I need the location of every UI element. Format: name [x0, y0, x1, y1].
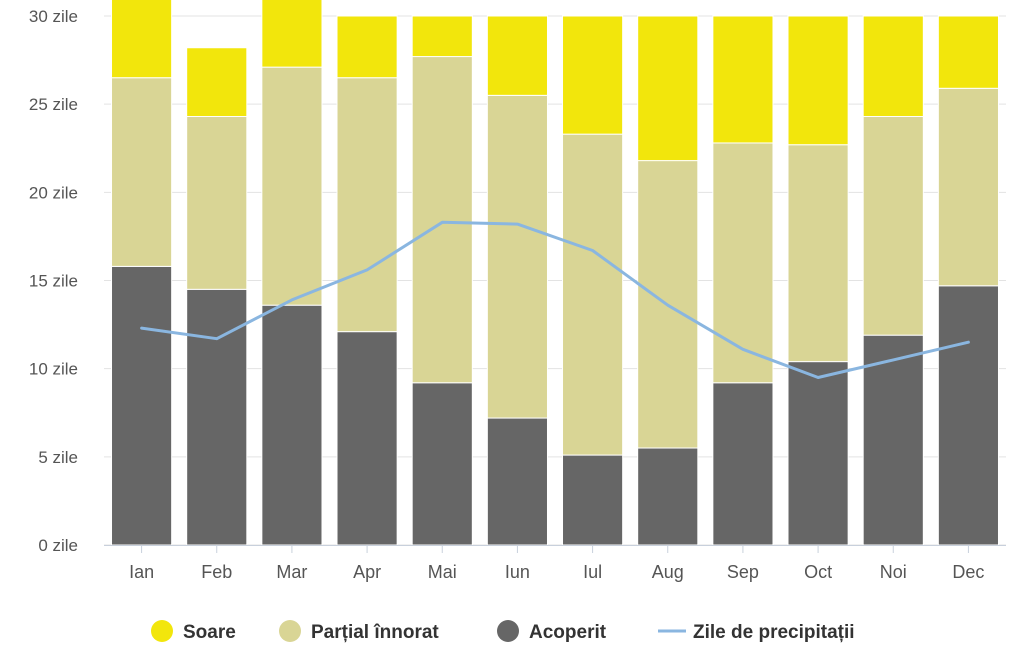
bar-segment-soare[interactable]	[486, 15, 548, 96]
bar-segment-soare[interactable]	[562, 15, 624, 135]
bar-segment-acoperit[interactable]	[712, 382, 774, 546]
y-tick-label: 15 zile	[29, 272, 78, 291]
x-tick-label: Sep	[727, 562, 759, 582]
legend-label: Zile de precipitații	[693, 622, 855, 643]
bar-segment-acoperit[interactable]	[336, 331, 398, 546]
bar-segment-soare[interactable]	[937, 15, 999, 89]
legend-label: Acoperit	[529, 622, 607, 643]
x-tick-label: Mar	[276, 562, 307, 582]
y-tick-label: 5 zile	[38, 448, 78, 467]
legend-item-partial-innorat[interactable]: Parțial înnorat	[279, 620, 439, 643]
bar-segment-soare[interactable]	[787, 15, 849, 146]
bar-segment-soare[interactable]	[261, 0, 323, 68]
bar-segment-partial-innorat[interactable]	[186, 116, 248, 290]
bar-segment-partial-innorat[interactable]	[111, 77, 173, 267]
y-tick-label: 0 zile	[38, 536, 78, 555]
precipitation-series-line[interactable]	[140, 220, 970, 379]
y-tick-label: 30 zile	[29, 7, 78, 26]
y-tick-label: 25 zile	[29, 95, 78, 114]
bar-segment-acoperit[interactable]	[787, 361, 849, 546]
legend[interactable]: Soare Parțial înnorat Acoperit Zile de prec…	[151, 620, 855, 643]
bar-segment-soare[interactable]	[637, 15, 699, 162]
x-tick-label: Apr	[353, 562, 381, 582]
bar-segment-partial-innorat[interactable]	[336, 77, 398, 333]
x-tick-label: Mai	[428, 562, 457, 582]
bar-segment-acoperit[interactable]	[411, 382, 473, 546]
bar-segment-partial-innorat[interactable]	[862, 116, 924, 336]
bar-segment-partial-innorat[interactable]	[411, 56, 473, 384]
bar-segment-partial-innorat[interactable]	[261, 66, 323, 306]
bar-segment-partial-innorat[interactable]	[787, 144, 849, 363]
legend-swatch	[279, 620, 301, 642]
x-tick-label: Iun	[505, 562, 530, 582]
bar-segment-acoperit[interactable]	[637, 447, 699, 546]
legend-item-acoperit[interactable]: Acoperit	[497, 620, 607, 643]
bar-segment-acoperit[interactable]	[261, 304, 323, 546]
bar-segment-partial-innorat[interactable]	[562, 133, 624, 456]
precipitation-line	[140, 220, 970, 379]
axes: 0 zile 5 zile 10 zile 15 zile 20 zile 25 zile…	[29, 7, 1006, 582]
x-tick-label: Feb	[201, 562, 232, 582]
bar-segment-soare[interactable]	[111, 0, 173, 79]
x-tick-label: Iul	[583, 562, 602, 582]
bar-segment-acoperit[interactable]	[111, 265, 173, 546]
bar-segment-soare[interactable]	[336, 15, 398, 79]
x-tick-label: Ian	[129, 562, 154, 582]
bar-segment-acoperit[interactable]	[486, 417, 548, 546]
x-tick-label: Noi	[880, 562, 907, 582]
legend-item-soare[interactable]: Soare	[151, 620, 236, 643]
bar-segment-partial-innorat[interactable]	[486, 94, 548, 419]
bar-segment-soare[interactable]	[411, 15, 473, 58]
x-tick-label: Aug	[652, 562, 684, 582]
bar-segment-soare[interactable]	[186, 47, 248, 118]
y-tick-label: 20 zile	[29, 183, 78, 202]
x-tick-label: Oct	[804, 562, 832, 582]
legend-swatch	[151, 620, 173, 642]
bars	[111, 0, 999, 546]
y-tick-label: 10 zile	[29, 360, 78, 379]
bar-segment-soare[interactable]	[862, 15, 924, 118]
legend-label: Parțial înnorat	[311, 622, 439, 643]
x-tick-label: Dec	[952, 562, 984, 582]
bar-segment-soare[interactable]	[712, 15, 774, 144]
legend-item-zile-de-precipitatii[interactable]: Zile de precipitații	[658, 622, 855, 643]
bar-segment-partial-innorat[interactable]	[712, 142, 774, 384]
bar-segment-acoperit[interactable]	[862, 334, 924, 546]
bar-segment-acoperit[interactable]	[937, 285, 999, 546]
legend-label: Soare	[183, 622, 236, 643]
bar-segment-partial-innorat[interactable]	[937, 87, 999, 287]
grid-lines	[104, 15, 1006, 546]
legend-swatch	[497, 620, 519, 642]
bar-segment-acoperit[interactable]	[562, 454, 624, 546]
